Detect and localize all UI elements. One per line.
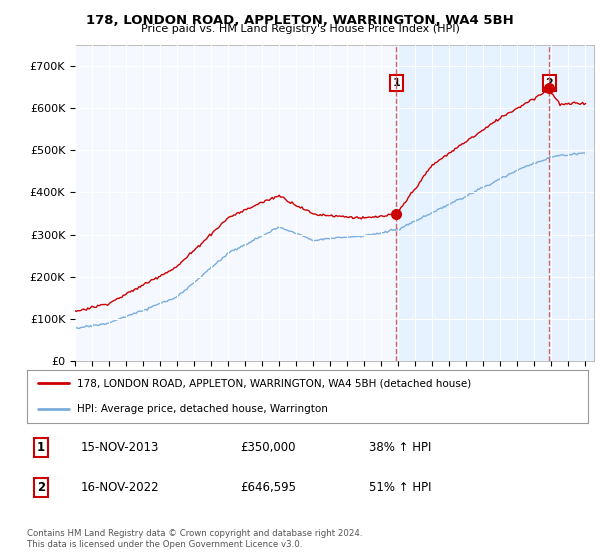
Text: 1: 1 — [37, 441, 45, 454]
Text: £646,595: £646,595 — [240, 481, 296, 494]
Text: 2: 2 — [545, 78, 553, 88]
Text: 16-NOV-2022: 16-NOV-2022 — [80, 481, 159, 494]
Text: Price paid vs. HM Land Registry's House Price Index (HPI): Price paid vs. HM Land Registry's House … — [140, 24, 460, 34]
Text: 15-NOV-2013: 15-NOV-2013 — [80, 441, 158, 454]
Text: 2: 2 — [37, 481, 45, 494]
Text: 51% ↑ HPI: 51% ↑ HPI — [369, 481, 432, 494]
Bar — [550, 45, 594, 361]
Text: 38% ↑ HPI: 38% ↑ HPI — [369, 441, 431, 454]
Text: £350,000: £350,000 — [240, 441, 296, 454]
Text: HPI: Average price, detached house, Warrington: HPI: Average price, detached house, Warr… — [77, 404, 328, 414]
Bar — [396, 45, 550, 361]
Text: 178, LONDON ROAD, APPLETON, WARRINGTON, WA4 5BH: 178, LONDON ROAD, APPLETON, WARRINGTON, … — [86, 14, 514, 27]
Text: 1: 1 — [392, 78, 400, 88]
Text: Contains HM Land Registry data © Crown copyright and database right 2024.
This d: Contains HM Land Registry data © Crown c… — [27, 529, 362, 549]
Text: 178, LONDON ROAD, APPLETON, WARRINGTON, WA4 5BH (detached house): 178, LONDON ROAD, APPLETON, WARRINGTON, … — [77, 379, 472, 389]
